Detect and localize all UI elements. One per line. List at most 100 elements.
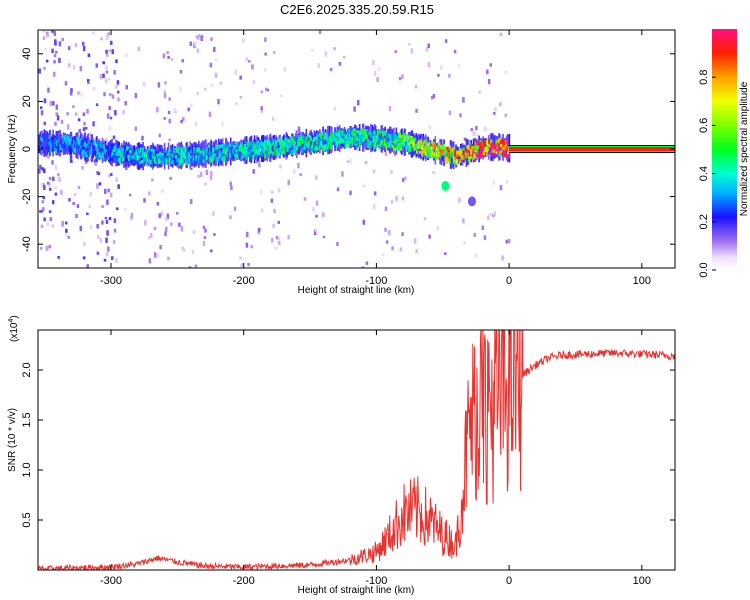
spectrogram-band-cell [505, 150, 508, 155]
spectrogram-noise-cell [98, 182, 102, 186]
spectrogram-noise-cell [318, 30, 322, 35]
spectrogram-band-cell [85, 151, 88, 158]
spectrogram-band-cell [178, 151, 181, 156]
spectrogram-noise-cell [260, 90, 263, 94]
spectrogram-noise-cell [314, 228, 318, 233]
spectrogram-band-cell [79, 145, 82, 151]
spectrogram-noise-cell [372, 60, 375, 66]
spectrogram-band-cell [162, 154, 165, 160]
spectrogram-band-cell [200, 147, 203, 151]
spectrogram-band-cell [278, 141, 281, 146]
spectrogram-noise-cell [105, 49, 108, 54]
spectrogram-band-cell [256, 140, 259, 146]
spectrogram-band-cell [369, 140, 372, 146]
spectrogram-band-cell [200, 155, 203, 161]
spectrogram-band-cell [76, 145, 79, 149]
spectrogram-noise-cell [353, 106, 356, 112]
spectrogram-band-cell [460, 152, 463, 159]
spectrogram-band-cell [354, 139, 357, 146]
spectrogram-band-cell [504, 151, 507, 158]
spectrogram-noise-cell [257, 160, 261, 165]
spectrogram-band-cell [477, 151, 480, 158]
spectrogram-feature-point [441, 180, 450, 191]
spectrogram-band-cell [378, 129, 381, 135]
spectrogram-band-cell [120, 147, 123, 152]
spectrogram-noise-cell [191, 249, 195, 255]
spectrogram-band-cell [191, 154, 194, 159]
spectrogram-band-cell [324, 144, 327, 150]
spectrogram-noise-cell [163, 89, 166, 94]
spectrogram-noise-cell [149, 233, 153, 239]
spectrogram-band-cell [201, 156, 204, 161]
spectrogram-band-cell [167, 150, 170, 155]
spectrogram-noise-cell [84, 126, 88, 130]
spectrogram-band-cell [264, 153, 267, 159]
spectrogram-noise-cell [384, 206, 388, 211]
spectrogram-band-cell [67, 146, 70, 150]
spectrogram-band-cell [483, 141, 486, 146]
spectrogram-band-cell [100, 151, 103, 157]
spectrogram-band-cell [202, 150, 205, 157]
spectrogram-noise-cell [195, 35, 199, 39]
spectrogram-band-cell [357, 142, 360, 148]
spectrogram-band-cell [351, 136, 354, 140]
spectrogram-noise-cell [336, 241, 339, 247]
spectrogram-band-cell [364, 134, 367, 139]
spectrogram-band-cell [224, 150, 227, 156]
spectrogram-band-cell [131, 147, 134, 153]
spectrogram-band-cell [354, 133, 357, 138]
spectrogram-band-cell [243, 151, 246, 155]
spectrogram-band-cell [250, 148, 253, 153]
spectrogram-band-cell [359, 131, 362, 136]
spectrogram-band-cell [335, 137, 338, 143]
spectrogram-band-cell [348, 141, 351, 148]
spectrogram-band-cell [219, 144, 222, 148]
spectrogram-band-cell [301, 148, 304, 152]
spectrogram-band-cell [229, 143, 232, 147]
spectrogram-noise-cell [488, 212, 492, 217]
spectrogram-band-cell [71, 137, 74, 142]
spectrogram-band-cell [423, 140, 426, 144]
snr-x-tick-label: -300 [100, 575, 122, 587]
spectrogram-band-cell [501, 144, 504, 149]
spectrogram-band-cell [331, 131, 334, 137]
spectrogram-band-cell [47, 134, 50, 140]
spectrogram-band-cell [338, 132, 341, 139]
spectrogram-band-cell [386, 141, 389, 147]
spectrogram-band-cell [70, 140, 73, 146]
spectrogram-band-cell [112, 144, 115, 148]
spectrogram-noise-cell [504, 113, 508, 117]
spectrogram-band-cell [460, 157, 463, 162]
spectrogram-band-cell [218, 149, 221, 154]
spectrogram-noise-cell [260, 208, 264, 213]
spectrogram-band-cell [291, 137, 294, 142]
spectrogram-x-ticks: -300 -200 -100 0 100 [100, 30, 651, 287]
spectrogram-band-cell [187, 154, 190, 160]
spectrogram-band-cell [144, 152, 147, 158]
spectrogram-noise-cell [166, 216, 169, 220]
spectrogram-noise-cell [263, 68, 267, 72]
spectrogram-noise-cell [407, 43, 411, 46]
spectrogram-band-cell [436, 145, 439, 150]
spectrogram-noise-cell [101, 205, 104, 208]
spectrogram-noise-cell [160, 211, 163, 217]
spectrogram-noise-cell [258, 163, 261, 168]
spectrogram-band-cell [123, 145, 126, 152]
spectrogram-noise-cell [378, 66, 381, 72]
spectrogram-band-cell [48, 135, 51, 139]
spectrogram-noise-cell [197, 174, 200, 178]
spectrogram-band-cell [230, 151, 233, 158]
spectrogram-band-cell [111, 147, 114, 153]
spectrogram-band-cell [329, 133, 332, 139]
spectrogram-band-cell [59, 145, 62, 150]
spectrogram-band-cell [452, 151, 455, 155]
spectrogram-band-cell [44, 146, 47, 151]
spectrogram-band-cell [393, 131, 396, 138]
spectrogram-band-cell [426, 151, 429, 158]
spectrogram-noise-cell [44, 48, 47, 51]
spectrogram-noise-cell [484, 126, 487, 132]
spectrogram-band-cell [462, 147, 465, 151]
spectrogram-band-cell [388, 134, 391, 139]
spectrogram-band-cell [413, 137, 416, 142]
spectrogram-band-cell [487, 142, 490, 147]
